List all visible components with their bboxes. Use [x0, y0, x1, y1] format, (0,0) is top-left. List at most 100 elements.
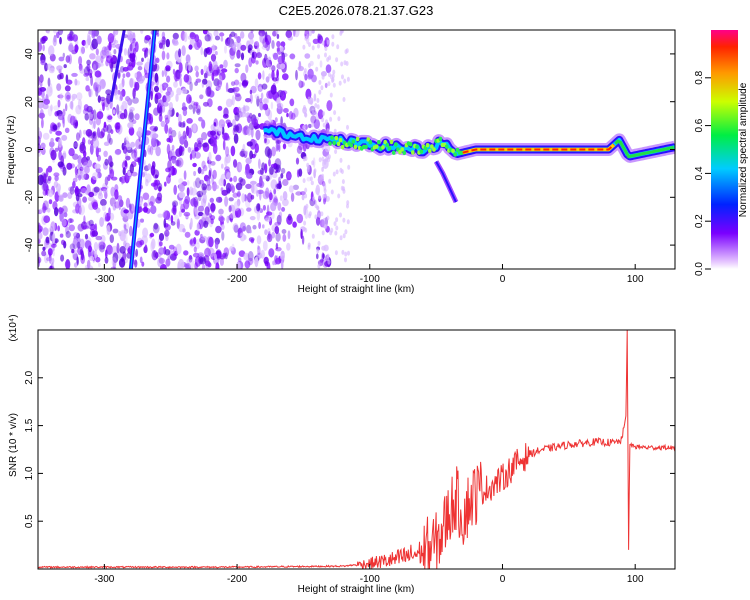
noise-blob: [197, 142, 203, 148]
noise-blob: [307, 244, 311, 250]
noise-blob: [172, 201, 177, 212]
noise-blob: [91, 60, 99, 71]
noise-blob: [201, 183, 207, 191]
tone-speckle: [353, 144, 358, 150]
noise-blob: [194, 256, 201, 267]
noise-blob: [134, 113, 140, 121]
tone-speckle: [330, 135, 334, 140]
noise-blob: [94, 70, 102, 78]
noise-blob: [216, 80, 223, 88]
noise-blob: [80, 250, 84, 261]
noise-blob: [107, 115, 113, 120]
noise-blob: [153, 107, 160, 116]
noise-blob: [229, 246, 233, 252]
noise-blob: [65, 226, 70, 235]
noise-blob: [104, 256, 109, 264]
y-tick-label: 1.0: [24, 466, 35, 480]
noise-blob: [343, 78, 347, 84]
noise-blob: [302, 44, 306, 50]
noise-blob: [219, 75, 223, 85]
noise-blob: [87, 32, 90, 39]
noise-blob: [306, 176, 311, 182]
noise-blob: [304, 205, 308, 211]
noise-blob: [89, 53, 96, 60]
noise-blob: [194, 65, 199, 72]
noise-blob: [53, 105, 60, 111]
noise-blob: [47, 105, 53, 117]
noise-blob: [155, 196, 162, 204]
noise-blob: [324, 82, 328, 89]
noise-blob: [84, 233, 89, 240]
noise-blob: [233, 87, 238, 95]
noise-blob: [131, 119, 137, 124]
noise-blob: [199, 179, 205, 185]
noise-blob: [313, 118, 320, 130]
noise-blob: [258, 86, 263, 92]
noise-blob: [61, 134, 68, 141]
noise-blob: [105, 49, 111, 56]
noise-blob: [218, 208, 224, 215]
noise-blob: [312, 38, 319, 44]
noise-blob: [77, 98, 82, 110]
noise-blob: [205, 260, 211, 267]
noise-blob: [158, 233, 165, 241]
noise-blob: [232, 223, 239, 232]
tone-speckle: [453, 152, 458, 157]
noise-blob: [263, 98, 268, 104]
noise-blob: [80, 186, 87, 194]
noise-blob: [208, 61, 213, 72]
noise-blob: [235, 182, 243, 191]
noise-blob: [288, 185, 294, 193]
noise-blob: [139, 239, 145, 246]
noise-blob: [165, 94, 170, 99]
noise-blob: [221, 231, 225, 241]
noise-blob: [43, 215, 51, 223]
noise-blob: [329, 74, 333, 80]
noise-blob: [231, 95, 235, 106]
noise-blob: [249, 112, 253, 119]
noise-blob: [227, 38, 232, 49]
noise-blob: [298, 168, 303, 177]
noise-blob: [77, 237, 81, 244]
noise-blob: [260, 249, 266, 259]
noise-blob: [321, 245, 326, 251]
noise-blob: [175, 243, 182, 255]
noise-blob: [210, 124, 215, 131]
noise-blob: [188, 104, 193, 110]
noise-blob: [85, 85, 90, 92]
noise-blob: [45, 93, 49, 105]
tone-speckle: [419, 149, 424, 154]
noise-blob: [170, 215, 174, 223]
noise-blob: [311, 122, 315, 128]
noise-blob: [321, 40, 325, 46]
noise-blob: [326, 57, 330, 62]
noise-blob: [202, 78, 208, 85]
noise-blob: [72, 34, 78, 42]
noise-blob: [38, 224, 42, 234]
noise-blob: [113, 49, 117, 55]
noise-blob: [234, 67, 239, 74]
noise-blob: [134, 72, 138, 78]
noise-blob: [307, 68, 314, 79]
noise-blob: [178, 62, 183, 74]
noise-blob: [171, 38, 176, 44]
noise-blob: [197, 211, 204, 217]
noise-blob: [78, 56, 83, 66]
noise-blob: [70, 100, 74, 111]
noise-blob: [274, 221, 281, 226]
noise-blob: [245, 64, 249, 73]
noise-blob: [197, 166, 202, 174]
noise-blob: [86, 59, 91, 66]
noise-blob: [39, 208, 43, 214]
noise-blob: [110, 186, 116, 197]
noise-blob: [224, 45, 227, 54]
noise-blob: [264, 34, 272, 46]
noise-blob: [265, 175, 270, 182]
noise-blob: [57, 99, 61, 108]
noise-blob: [230, 145, 236, 157]
tone-speckle: [338, 138, 343, 143]
noise-blob: [120, 175, 127, 184]
noise-blob: [300, 191, 306, 196]
noise-blob: [171, 207, 177, 214]
noise-blob: [307, 96, 311, 102]
